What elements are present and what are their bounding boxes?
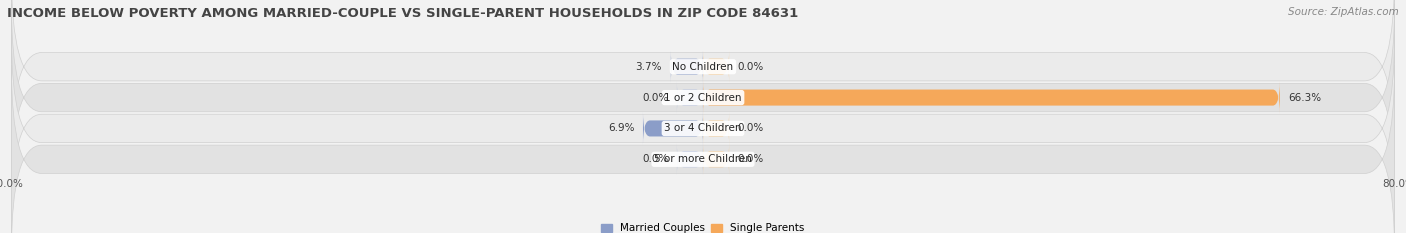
FancyBboxPatch shape bbox=[11, 34, 1395, 222]
Text: 0.0%: 0.0% bbox=[643, 154, 668, 164]
FancyBboxPatch shape bbox=[676, 81, 703, 114]
FancyBboxPatch shape bbox=[11, 65, 1395, 233]
Text: Source: ZipAtlas.com: Source: ZipAtlas.com bbox=[1288, 7, 1399, 17]
Text: 1 or 2 Children: 1 or 2 Children bbox=[664, 93, 742, 103]
Text: 66.3%: 66.3% bbox=[1288, 93, 1322, 103]
Text: 0.0%: 0.0% bbox=[738, 154, 763, 164]
Text: 6.9%: 6.9% bbox=[607, 123, 634, 134]
FancyBboxPatch shape bbox=[11, 0, 1395, 161]
Text: 0.0%: 0.0% bbox=[738, 62, 763, 72]
FancyBboxPatch shape bbox=[671, 50, 703, 83]
Text: 3 or 4 Children: 3 or 4 Children bbox=[664, 123, 742, 134]
FancyBboxPatch shape bbox=[703, 81, 1279, 114]
FancyBboxPatch shape bbox=[703, 143, 730, 176]
FancyBboxPatch shape bbox=[676, 143, 703, 176]
Text: 5 or more Children: 5 or more Children bbox=[654, 154, 752, 164]
Text: 3.7%: 3.7% bbox=[636, 62, 662, 72]
Text: No Children: No Children bbox=[672, 62, 734, 72]
FancyBboxPatch shape bbox=[703, 50, 730, 83]
Text: INCOME BELOW POVERTY AMONG MARRIED-COUPLE VS SINGLE-PARENT HOUSEHOLDS IN ZIP COD: INCOME BELOW POVERTY AMONG MARRIED-COUPL… bbox=[7, 7, 799, 20]
Text: 0.0%: 0.0% bbox=[643, 93, 668, 103]
FancyBboxPatch shape bbox=[703, 112, 730, 145]
Legend: Married Couples, Single Parents: Married Couples, Single Parents bbox=[598, 219, 808, 233]
FancyBboxPatch shape bbox=[643, 112, 703, 145]
FancyBboxPatch shape bbox=[11, 4, 1395, 192]
Text: 0.0%: 0.0% bbox=[738, 123, 763, 134]
